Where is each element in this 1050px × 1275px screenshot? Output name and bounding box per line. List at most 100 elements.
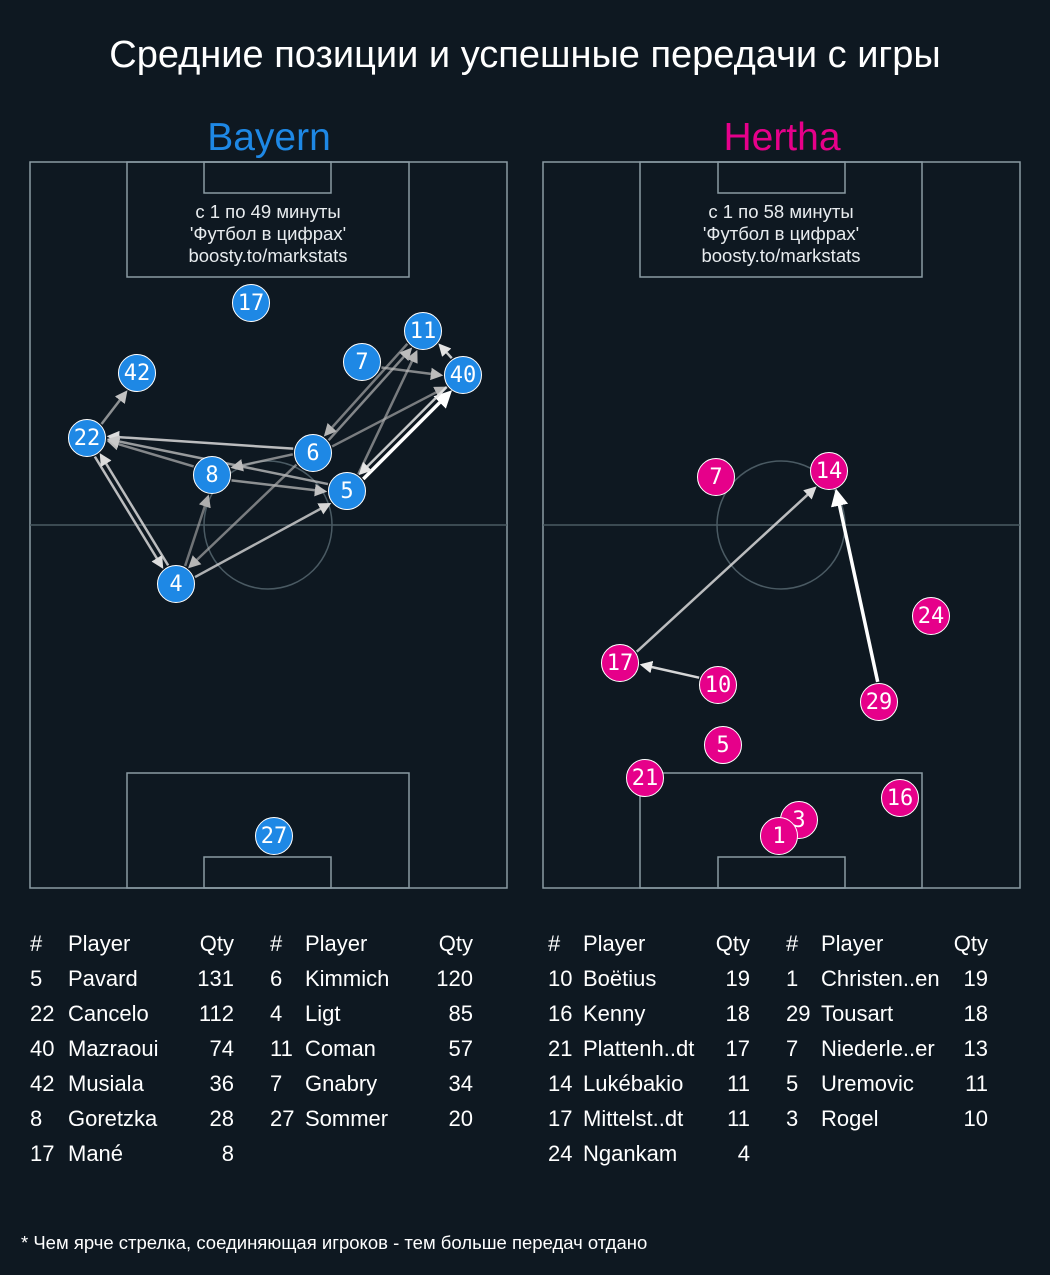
hertha-caption-brand: 'Футбол в цифрах'	[702, 223, 860, 244]
table-row: 14 Lukébakio 11	[548, 1066, 750, 1101]
player-number: 27	[270, 1105, 295, 1131]
player-qty: 85	[448, 1000, 473, 1026]
player-number: 29	[786, 1000, 811, 1026]
player-qty: 11	[965, 1070, 988, 1096]
header-player: Player	[583, 930, 646, 956]
hertha-player-dot-7: 7	[697, 458, 735, 496]
player-name: Musiala	[68, 1070, 144, 1096]
bayern-player-dot-27: 27	[255, 817, 293, 855]
bayern-pass-arrow-40-to-11	[438, 343, 453, 360]
hertha-table-right: # Player Qty 1 Christen..en 19 29 Tousart 18 7…	[786, 926, 988, 1136]
header-player: Player	[305, 930, 368, 956]
table-row: 22 Cancelo 112	[30, 996, 234, 1031]
player-number: 14	[548, 1070, 573, 1096]
hertha-pass-arrow-17-to-14	[635, 486, 817, 653]
bayern-pass-arrow-8-to-5	[231, 479, 328, 497]
player-qty: 20	[448, 1105, 473, 1131]
table-row: 24 Ngankam 4	[548, 1136, 750, 1171]
header-player: Player	[68, 930, 131, 956]
bayern-pass-arrow-5-to-40	[362, 390, 453, 481]
player-qty: 19	[963, 965, 988, 991]
player-number: 16	[548, 1000, 573, 1026]
bayern-pitch	[29, 161, 508, 889]
table-row: 7 Niederle..er 13	[786, 1031, 988, 1066]
bayern-pass-arrow-8-to-22	[106, 438, 195, 468]
bayern-player-dot-7: 7	[343, 343, 381, 381]
hertha-caption: с 1 по 58 минуты 'Футбол в цифрах' boost…	[640, 201, 922, 267]
bayern-caption-link: boosty.to/markstats	[188, 245, 348, 266]
hertha-player-dot-10: 10	[699, 666, 737, 704]
table-row: 21 Plattenh..dt 17	[548, 1031, 750, 1066]
table-row: 17 Mané 8	[30, 1136, 234, 1171]
player-qty: 13	[963, 1035, 988, 1061]
bayern-pass-arrow-5-to-11	[357, 349, 418, 475]
table-row: 27 Sommer 20	[270, 1101, 473, 1136]
table-header-row: # Player Qty	[30, 926, 234, 961]
footnote: * Чем ярче стрелка, соединяющая игроков …	[21, 1232, 648, 1253]
hertha-player-dot-14: 14	[810, 452, 848, 490]
player-name: Sommer	[305, 1105, 389, 1131]
player-qty: 57	[448, 1035, 473, 1061]
player-qty: 18	[725, 1000, 750, 1026]
table-row: 8 Goretzka 28	[30, 1101, 234, 1136]
player-name: Mittelst..dt	[583, 1105, 684, 1131]
hertha-player-dot-5: 5	[704, 726, 742, 764]
bayern-player-dot-17: 17	[232, 284, 270, 322]
player-qty: 11	[727, 1105, 750, 1131]
player-name: Christen..en	[821, 965, 940, 991]
bayern-player-dot-22: 22	[68, 419, 106, 457]
player-number: 6	[270, 965, 283, 991]
player-qty: 112	[198, 1000, 234, 1026]
chart-title: Средние позиции и успешные передачи с иг…	[109, 34, 941, 76]
bayern-pass-arrow-6-to-8	[230, 453, 294, 472]
bayern-table-right: # Player Qty 6 Kimmich 120 4 Ligt 85 11 Coman 57…	[270, 926, 473, 1136]
player-number: 17	[548, 1105, 573, 1131]
player-name: Ngankam	[583, 1140, 678, 1166]
bayern-player-dot-42: 42	[118, 354, 156, 392]
bayern-pass-arrow-11-to-6	[323, 343, 409, 437]
table-header-row: # Player Qty	[548, 926, 750, 961]
table-row: 40 Mazraoui 74	[30, 1031, 234, 1066]
bayern-pass-arrow-4-to-5	[194, 502, 332, 579]
player-name: Rogel	[821, 1105, 879, 1131]
bayern-player-dot-40: 40	[444, 356, 482, 394]
header-qty: Qty	[199, 930, 234, 956]
player-name: Cancelo	[68, 1000, 149, 1026]
table-row: 42 Musiala 36	[30, 1066, 234, 1101]
header-number: #	[786, 930, 799, 956]
hertha-top-goal-box	[717, 161, 846, 194]
bayern-player-dot-5: 5	[328, 472, 366, 510]
table-header-row: # Player Qty	[786, 926, 988, 961]
bayern-team-title: Bayern	[207, 116, 331, 159]
player-name: Uremovic	[821, 1070, 914, 1096]
player-number: 8	[30, 1105, 43, 1131]
hertha-caption-link: boosty.to/markstats	[701, 245, 861, 266]
hertha-caption-minutes: с 1 по 58 минуты	[708, 201, 854, 222]
player-number: 7	[270, 1070, 283, 1096]
table-header-row: # Player Qty	[270, 926, 473, 961]
player-name: Goretzka	[68, 1105, 158, 1131]
bayern-pass-arrow-6-to-40	[331, 386, 448, 448]
player-qty: 120	[436, 965, 473, 991]
bayern-pass-arrow-6-to-11	[327, 347, 413, 441]
hertha-player-dot-1: 1	[760, 817, 798, 855]
hertha-pass-arrow-10-to-17	[639, 660, 700, 679]
player-number: 21	[548, 1035, 573, 1061]
header-number: #	[548, 930, 561, 956]
player-name: Kenny	[583, 1000, 646, 1026]
player-qty: 11	[727, 1070, 750, 1096]
table-row: 10 Boëtius 19	[548, 961, 750, 996]
bayern-pass-arrow-22-to-4	[93, 455, 164, 569]
header-qty: Qty	[715, 930, 750, 956]
bayern-player-dot-4: 4	[157, 565, 195, 603]
hertha-pitch	[542, 161, 1021, 889]
table-row: 6 Kimmich 120	[270, 961, 473, 996]
bayern-player-dot-6: 6	[294, 434, 332, 472]
player-name: Ligt	[305, 1000, 341, 1026]
player-qty: 74	[209, 1035, 234, 1061]
player-name: Boëtius	[583, 965, 657, 991]
player-number: 3	[786, 1105, 799, 1131]
player-name: Coman	[305, 1035, 376, 1061]
player-name: Niederle..er	[821, 1035, 935, 1061]
